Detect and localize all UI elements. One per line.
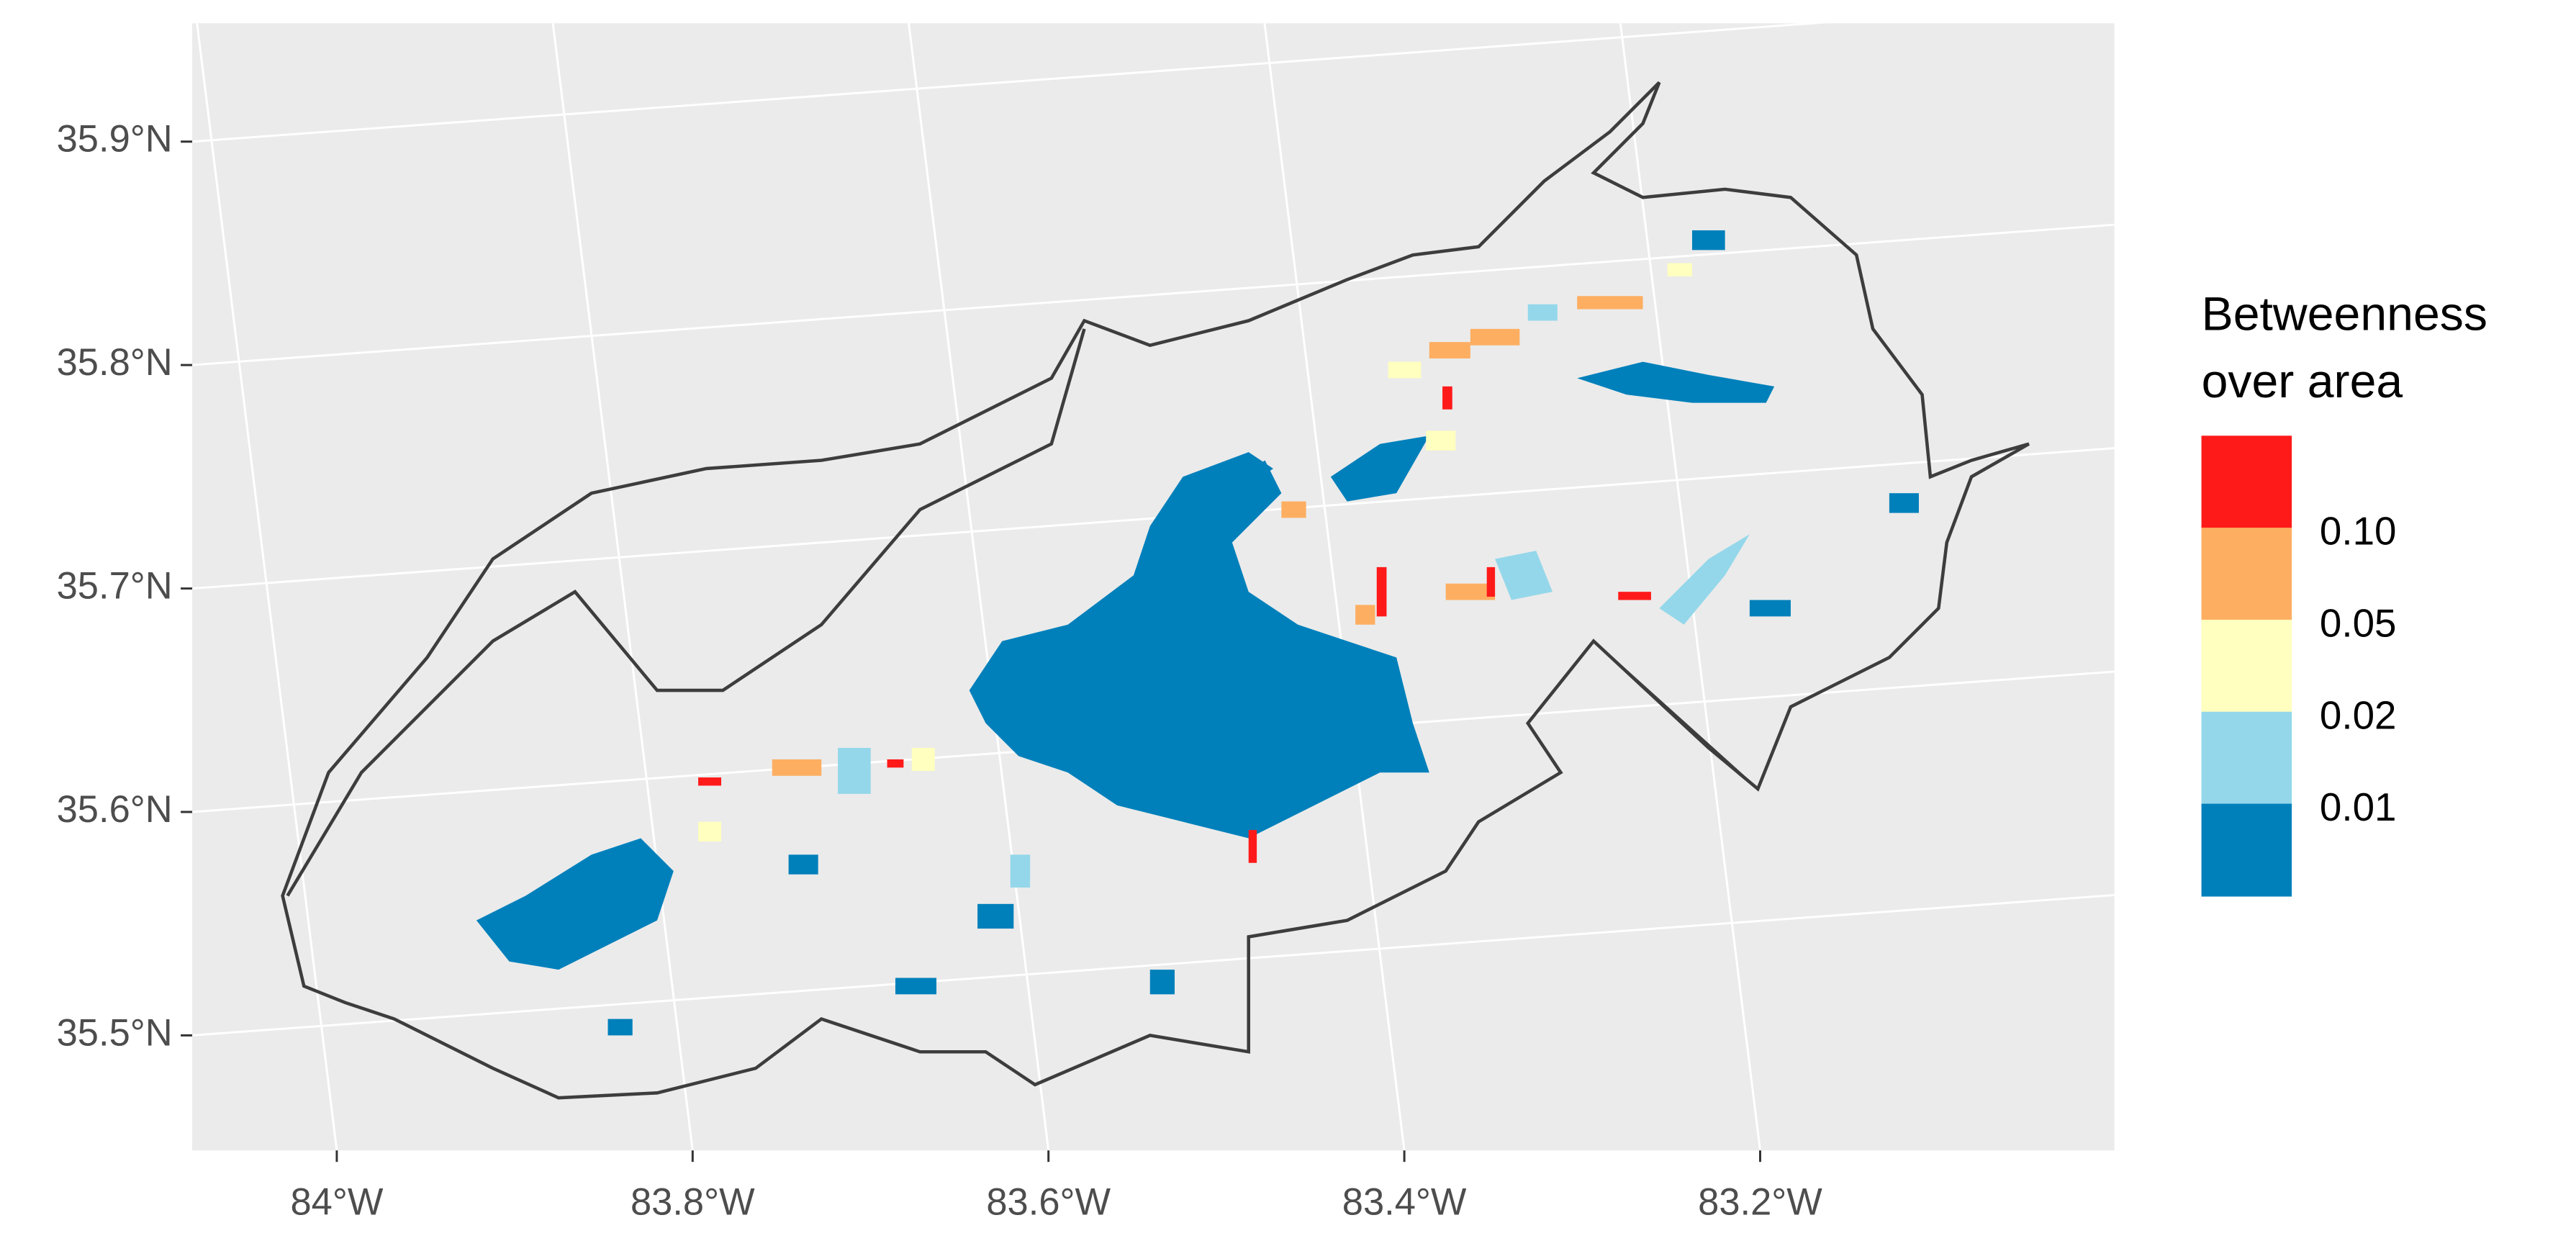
legend-label: 0.05 xyxy=(2320,601,2397,646)
legend-swatch xyxy=(2201,528,2292,621)
patch xyxy=(1692,230,1725,250)
y-tick-label: 35.7°N xyxy=(57,564,173,607)
patch xyxy=(1429,342,1470,359)
patch xyxy=(1330,435,1429,502)
grid-line xyxy=(908,23,1050,1151)
x-tick-label: 83.2°W xyxy=(1698,1180,1822,1223)
x-tick-label: 84°W xyxy=(290,1180,383,1223)
park-boundary xyxy=(281,81,2030,1100)
patch xyxy=(1445,583,1496,600)
legend-swatch xyxy=(2201,619,2292,713)
patch xyxy=(895,978,937,995)
patch xyxy=(1388,361,1422,379)
legend-title: over area xyxy=(2202,355,2403,408)
legend-swatch xyxy=(2201,803,2292,897)
patch xyxy=(1618,592,1651,600)
patch xyxy=(1281,501,1306,518)
patch xyxy=(1426,430,1456,451)
patch xyxy=(698,821,722,842)
legend-label: 0.02 xyxy=(2320,692,2397,737)
grid-line xyxy=(1263,23,1406,1151)
patch xyxy=(1248,830,1257,863)
x-tick-label: 83.8°W xyxy=(631,1180,755,1223)
axes: 35.5°N 35.6°N 35.7°N 35.8°N 35.9°N 84°W 83.8°W… xyxy=(57,118,1823,1224)
patch xyxy=(838,747,871,794)
patch xyxy=(1889,493,1919,513)
x-tick-label: 83.4°W xyxy=(1342,1180,1467,1223)
grid-line xyxy=(192,893,2115,1037)
grid-line xyxy=(192,23,1827,143)
legend: Betweenness over area 0.10 0.05 0.02 0.01 xyxy=(2201,287,2487,897)
x-tick-label: 83.6°W xyxy=(986,1180,1111,1223)
patch xyxy=(1149,970,1175,995)
patch xyxy=(1527,304,1558,321)
patch xyxy=(1376,566,1387,617)
patch xyxy=(1577,361,1775,403)
outline xyxy=(281,81,2030,1100)
patch xyxy=(977,903,1014,929)
patch xyxy=(772,759,822,776)
habitat-patches xyxy=(476,230,1919,1036)
patch xyxy=(1659,534,1750,625)
y-tick-label: 35.8°N xyxy=(57,341,173,384)
patch xyxy=(1355,605,1375,625)
y-tick-label: 35.5°N xyxy=(57,1011,173,1054)
patch xyxy=(476,838,674,970)
patch xyxy=(1495,551,1553,600)
inner-boundary xyxy=(286,328,1086,897)
patch xyxy=(1010,854,1031,888)
patch xyxy=(969,460,1429,839)
patch xyxy=(1442,386,1452,410)
grid-line xyxy=(192,223,2115,366)
legend-title: Betweenness xyxy=(2202,287,2487,340)
patch xyxy=(698,777,722,786)
y-tick-label: 35.6°N xyxy=(57,788,173,831)
patch xyxy=(887,759,904,768)
grid-line xyxy=(551,23,694,1151)
legend-label: 0.10 xyxy=(2320,509,2397,554)
patch xyxy=(1577,296,1643,310)
patch xyxy=(1749,600,1791,617)
patch xyxy=(607,1019,633,1036)
legend-label: 0.01 xyxy=(2320,785,2397,829)
patch xyxy=(1149,452,1273,526)
grid-line xyxy=(192,447,2115,590)
patch xyxy=(1486,566,1496,597)
patch xyxy=(1470,328,1520,346)
patch xyxy=(788,854,818,875)
legend-swatch xyxy=(2201,711,2292,805)
grid-line xyxy=(196,23,338,1151)
patch xyxy=(911,747,935,771)
patch xyxy=(1667,263,1693,276)
y-tick-label: 35.9°N xyxy=(57,118,173,161)
inner-boundary xyxy=(1527,639,1759,790)
legend-swatch xyxy=(2201,435,2292,529)
